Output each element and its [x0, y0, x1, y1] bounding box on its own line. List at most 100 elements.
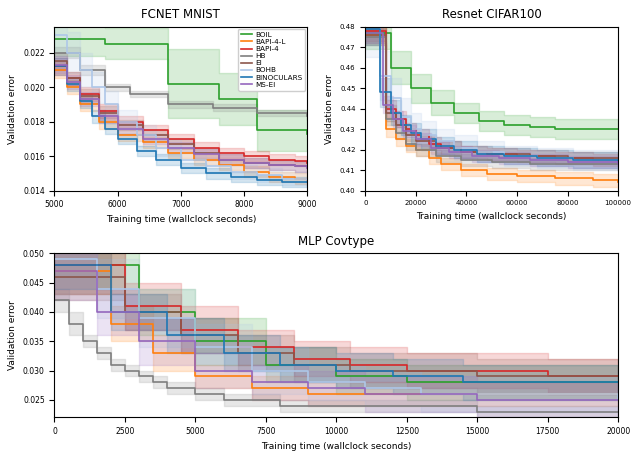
HB: [333, 403, 340, 409]
BINOCULARS: [533, 153, 541, 158]
BAPI-4-L: [164, 150, 172, 156]
HB: [191, 386, 199, 391]
MS-EI: [304, 380, 312, 385]
BINOCULARS: [114, 126, 122, 131]
BOHB: [569, 155, 577, 161]
BINOCULARS: [177, 166, 185, 171]
MS-EI: [362, 30, 369, 35]
BOHB: [362, 24, 369, 29]
HB: [191, 391, 199, 397]
BINOCULARS: [614, 380, 622, 385]
BAPI-4: [76, 91, 84, 97]
MS-EI: [445, 145, 452, 151]
BOHB: [202, 164, 210, 169]
EI: [189, 150, 197, 156]
BAPI-4: [402, 116, 410, 122]
BOIL: [577, 126, 584, 132]
EI: [381, 32, 389, 38]
EI: [564, 155, 572, 161]
BAPI-4-L: [437, 161, 445, 167]
BAPI-4: [437, 145, 445, 151]
BAPI-4-L: [114, 119, 122, 124]
MS-EI: [417, 391, 425, 397]
MS-EI: [428, 145, 435, 151]
BOIL: [253, 128, 260, 133]
BAPI-4-L: [530, 391, 538, 397]
BINOCULARS: [533, 155, 541, 161]
BAPI-4-L: [95, 101, 102, 107]
BOHB: [450, 145, 458, 151]
MS-EI: [191, 338, 199, 344]
BINOCULARS: [202, 171, 210, 176]
BAPI-4-L: [381, 32, 389, 38]
HB: [564, 161, 572, 167]
BAPI-4-L: [392, 126, 399, 132]
BAPI-4: [589, 155, 596, 161]
BAPI-4: [63, 64, 71, 69]
Line: BAPI-4: BAPI-4: [54, 67, 307, 163]
HB: [614, 161, 622, 167]
EI: [215, 157, 223, 162]
Line: HB: HB: [365, 37, 618, 164]
BAPI-4-L: [614, 391, 622, 397]
BOHB: [303, 178, 311, 183]
BINOCULARS: [88, 114, 96, 119]
BAPI-4: [392, 106, 399, 112]
BAPI-4-L: [76, 84, 84, 90]
HB: [164, 91, 172, 97]
BOHB: [500, 153, 508, 158]
BOHB: [417, 386, 425, 391]
MS-EI: [114, 114, 122, 119]
BINOCULARS: [101, 114, 109, 119]
EI: [234, 350, 241, 356]
EI: [403, 368, 411, 373]
BAPI-4-L: [51, 67, 58, 73]
MS-EI: [51, 62, 58, 67]
HB: [163, 386, 171, 391]
BOHB: [530, 391, 538, 397]
BOHB: [191, 344, 199, 350]
HB: [392, 116, 399, 122]
MS-EI: [379, 102, 387, 107]
MS-EI: [412, 137, 420, 142]
MS-EI: [304, 386, 312, 391]
Y-axis label: Validation error: Validation error: [8, 301, 17, 370]
BOHB: [93, 286, 100, 291]
BOHB: [614, 159, 622, 165]
BAPI-4: [402, 126, 410, 132]
BAPI-4: [189, 145, 197, 150]
EI: [164, 133, 172, 138]
EI: [526, 153, 534, 158]
MS-EI: [445, 149, 452, 155]
BOHB: [88, 84, 96, 90]
BINOCULARS: [417, 137, 425, 142]
BAPI-4-L: [107, 321, 115, 326]
BINOCULARS: [614, 380, 622, 385]
BAPI-4: [347, 356, 355, 362]
BINOCULARS: [500, 153, 508, 158]
EI: [290, 362, 298, 367]
Line: BAPI-4-L: BAPI-4-L: [54, 70, 307, 180]
EI: [402, 122, 410, 128]
BOHB: [397, 95, 404, 101]
Line: BOIL: BOIL: [54, 39, 307, 134]
MS-EI: [474, 391, 481, 397]
BAPI-4: [240, 150, 248, 156]
BINOCULARS: [569, 155, 577, 161]
BOHB: [432, 139, 440, 144]
BOHB: [51, 257, 58, 262]
BAPI-4-L: [189, 157, 197, 162]
BOHB: [417, 391, 425, 397]
EI: [240, 157, 248, 162]
EI: [347, 368, 355, 373]
BAPI-4: [425, 133, 433, 138]
EI: [51, 58, 58, 64]
MS-EI: [614, 161, 622, 167]
MS-EI: [215, 157, 223, 162]
BAPI-4: [51, 263, 58, 268]
MS-EI: [164, 136, 172, 142]
HB: [362, 34, 369, 39]
BOIL: [544, 380, 552, 385]
BINOCULARS: [202, 166, 210, 171]
BAPI-4: [614, 157, 622, 162]
